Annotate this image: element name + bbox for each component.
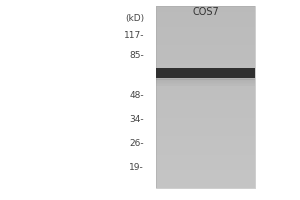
Bar [156,81,255,83]
Bar [156,167,255,170]
Bar [156,68,255,78]
Bar [156,146,255,149]
Bar [156,97,255,100]
Bar [156,173,255,176]
Bar [156,82,255,85]
Bar [156,79,255,82]
Text: 85-: 85- [129,50,144,60]
Bar [156,106,255,109]
Bar [156,100,255,103]
Bar [156,52,255,55]
Bar [156,55,255,58]
Bar [156,6,255,188]
Bar [156,94,255,97]
Bar [156,12,255,15]
Bar [156,118,255,121]
Bar [156,130,255,133]
Bar [156,155,255,158]
Bar [156,6,255,9]
Bar [156,158,255,161]
Bar [156,85,255,88]
Bar [156,91,255,94]
Text: 19-: 19- [129,162,144,171]
Bar [156,39,255,42]
Bar [156,133,255,136]
Bar [156,15,255,18]
Bar [156,21,255,24]
Bar [156,182,255,185]
Bar [156,42,255,45]
Bar [156,84,255,86]
Bar [156,36,255,39]
Bar [156,45,255,48]
Bar [156,164,255,167]
Bar [156,142,255,146]
Bar [156,176,255,179]
Bar [156,58,255,61]
Text: COS7: COS7 [192,7,219,17]
Bar [156,103,255,106]
Bar [156,48,255,51]
Bar [156,170,255,173]
Bar [156,9,255,12]
Text: 48-: 48- [129,90,144,99]
Text: 117-: 117- [124,30,144,40]
Bar [156,79,255,81]
Bar [156,18,255,21]
Bar [156,88,255,91]
Bar [156,127,255,130]
Bar [156,152,255,155]
Bar [156,64,255,67]
Bar [156,161,255,164]
Bar [156,73,255,76]
Bar [156,33,255,36]
Bar [156,179,255,182]
Bar [156,76,255,79]
Bar [156,136,255,139]
Bar [156,139,255,142]
Bar [156,115,255,118]
Bar [156,109,255,112]
Bar [156,27,255,30]
Bar [156,121,255,124]
Bar [156,185,255,188]
Bar [156,24,255,27]
Text: 26-: 26- [129,138,144,147]
Bar [156,70,255,73]
Bar [156,149,255,152]
Bar [156,112,255,115]
Bar [156,30,255,33]
Bar [156,83,255,84]
Text: 34-: 34- [129,114,144,123]
Bar [156,61,255,64]
Bar [156,124,255,127]
Bar [156,78,255,80]
Bar [156,67,255,70]
Text: (kD): (kD) [125,14,144,22]
